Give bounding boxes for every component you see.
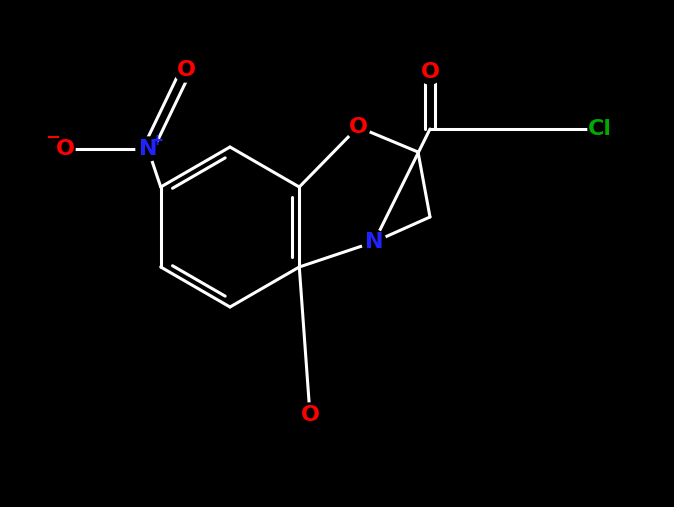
Circle shape [298,403,322,427]
Text: O: O [301,405,319,425]
Circle shape [174,58,198,82]
Text: −: − [45,129,61,147]
Text: O: O [348,117,367,137]
Text: N: N [139,139,157,159]
Circle shape [136,137,160,161]
Text: O: O [177,60,195,80]
Text: O: O [55,139,75,159]
Circle shape [49,136,75,162]
Text: +: + [150,133,163,148]
Circle shape [588,117,612,141]
Circle shape [346,115,370,139]
Text: O: O [421,62,439,82]
Text: N: N [365,232,384,252]
Circle shape [418,60,442,84]
Text: Cl: Cl [588,119,612,139]
Circle shape [362,230,386,254]
